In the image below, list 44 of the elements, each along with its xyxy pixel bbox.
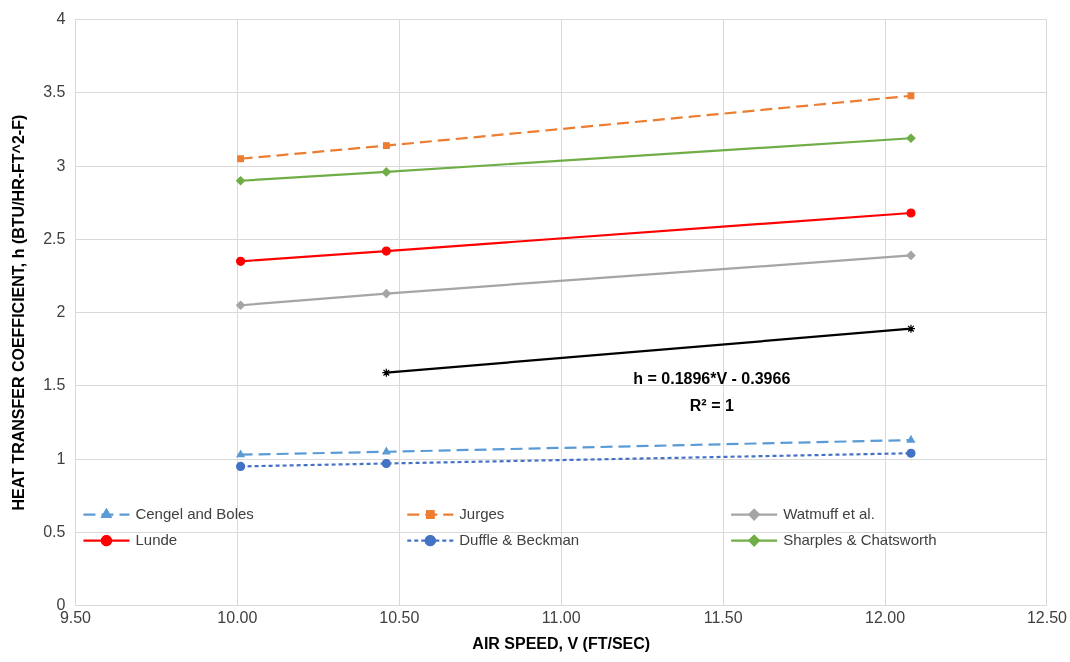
y-tick-label: 1.5 (43, 376, 66, 394)
annotation: R² = 1 (689, 397, 734, 415)
point (906, 435, 916, 443)
point (237, 155, 245, 163)
point (236, 450, 245, 458)
point (381, 246, 391, 256)
y-tick-label: 3.5 (43, 83, 66, 101)
y-tick-label: 2 (56, 303, 66, 321)
legend-label: Watmuff et al. (783, 504, 875, 522)
point (381, 167, 391, 177)
y-axis-title: HEAT TRANSFER COEFFICIENT, h (BTU/HR-FT^2-F) (10, 114, 28, 511)
point (906, 208, 916, 218)
point (236, 300, 246, 310)
point (907, 92, 915, 100)
x-tick-label: 12.50 (1026, 608, 1068, 626)
y-tick-label: 2.5 (43, 229, 66, 247)
point (382, 142, 390, 150)
point (381, 458, 391, 469)
x-tick-label: 10.00 (217, 608, 258, 626)
legend-label: Jurges (459, 504, 505, 522)
y-tick-label: 4 (56, 10, 66, 28)
point (381, 368, 391, 378)
legend-label: Sharples & Chatsworth (783, 530, 937, 548)
point (382, 447, 391, 455)
point (236, 461, 246, 472)
legend-label: Cengel and Boles (135, 504, 254, 522)
point (906, 133, 916, 143)
x-tick-label: 10.50 (379, 608, 420, 626)
x-tick-label: 12.00 (865, 608, 906, 626)
point (906, 324, 916, 334)
point (236, 256, 246, 266)
y-tick-label: 3 (56, 156, 66, 174)
annotation: h = 0.1896*V - 0.3966 (633, 370, 791, 388)
legend-label: Duffle & Beckman (459, 530, 580, 548)
y-tick-label: 1 (56, 449, 66, 467)
point (906, 448, 916, 458)
x-tick-label: 11.00 (541, 608, 581, 626)
y-tick-label: 0.5 (43, 522, 66, 540)
point (236, 176, 246, 186)
x-axis-title: AIR SPEED, V (FT/SEC) (472, 634, 651, 652)
legend-label: Lunde (135, 530, 178, 548)
x-tick-label: 11.50 (703, 608, 743, 626)
point (906, 250, 916, 261)
point (381, 288, 391, 299)
